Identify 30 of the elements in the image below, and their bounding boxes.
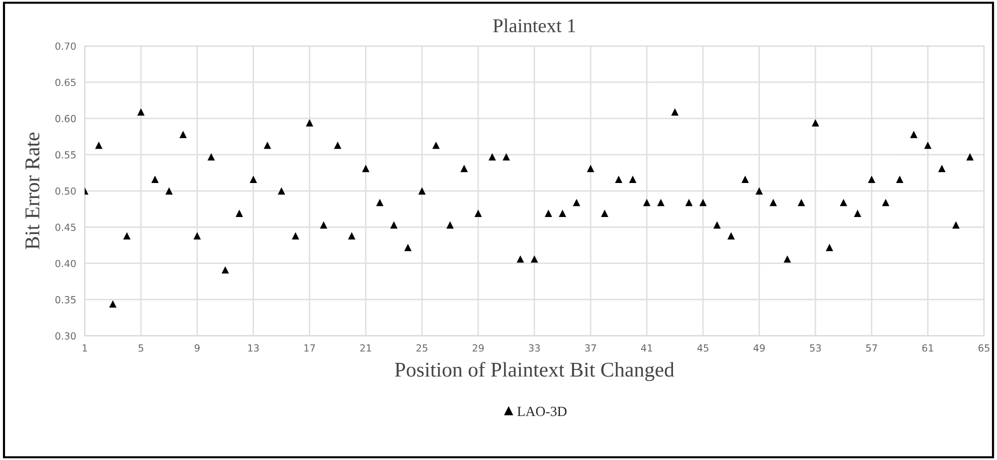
x-tick-label: 25	[416, 344, 428, 352]
x-tick-label: 33	[528, 344, 540, 352]
x-tick-label: 37	[585, 344, 596, 352]
x-tick-label: 5	[138, 344, 144, 352]
x-tick-label: 1	[82, 344, 87, 352]
x-tick-label: 29	[472, 344, 484, 352]
x-axis-title: Position of Plaintext Bit Changed	[394, 362, 674, 382]
x-tick-label: 49	[754, 344, 765, 352]
y-tick-label: 0.30	[55, 332, 76, 340]
y-axis-title: Bit Error Rate	[25, 132, 40, 250]
y-tick-label: 0.60	[55, 114, 76, 122]
y-tick-label: 0.45	[55, 224, 76, 231]
y-tick-label: 0.40	[55, 260, 76, 268]
y-tick-label: 0.65	[55, 78, 76, 86]
x-tick-label: 13	[248, 344, 259, 352]
y-tick-label: 0.35	[55, 296, 76, 304]
x-tick-label: 57	[866, 344, 877, 352]
x-tick-label: 53	[810, 344, 821, 352]
x-tick-label: 21	[360, 344, 372, 352]
y-tick-label: 0.70	[55, 42, 76, 50]
x-tick-label: 65	[978, 344, 990, 352]
x-tick-label: 61	[922, 344, 934, 352]
y-tick-label: 0.55	[55, 151, 76, 159]
x-tick-label: 17	[304, 344, 315, 352]
x-tick-label: 45	[697, 344, 708, 352]
legend-label: LAO-3D	[517, 406, 567, 416]
x-tick-label: 41	[641, 344, 652, 352]
chart-title: Plaintext 1	[493, 18, 576, 32]
y-tick-label: 0.50	[55, 187, 76, 195]
x-tick-label: 9	[194, 344, 200, 352]
